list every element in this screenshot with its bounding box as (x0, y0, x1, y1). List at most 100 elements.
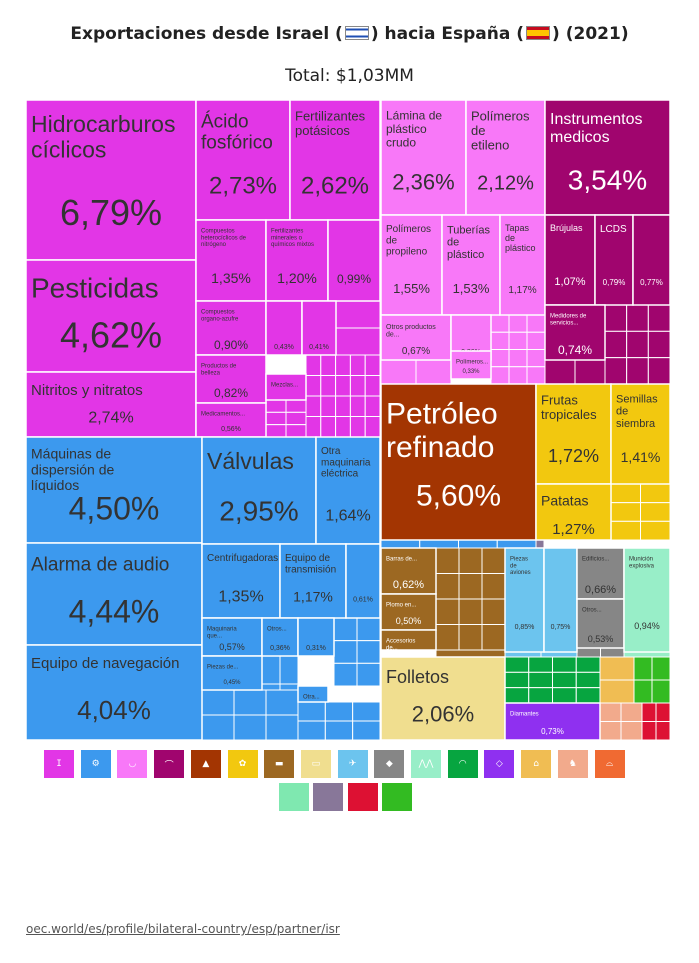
source-link[interactable]: oec.world/es/profile/bilateral-country/e… (26, 922, 340, 936)
treemap-minor-cell[interactable] (324, 701, 354, 722)
treemap-minor-cell[interactable] (640, 520, 671, 541)
treemap-minor-cell[interactable] (349, 375, 366, 397)
treemap-cell[interactable] (594, 214, 634, 306)
treemap-cell[interactable] (380, 314, 452, 361)
treemap-minor-cell[interactable] (651, 679, 671, 704)
treemap-minor-cell[interactable] (633, 656, 653, 681)
treemap-cell[interactable] (610, 383, 671, 485)
treemap-minor-cell[interactable] (640, 483, 671, 504)
treemap-minor-cell[interactable] (655, 702, 671, 722)
treemap-minor-cell[interactable] (647, 304, 671, 332)
legend-chip-mach[interactable]: ⚙ (80, 750, 111, 778)
treemap-cell[interactable] (195, 300, 267, 356)
treemap-minor-cell[interactable] (647, 330, 671, 359)
treemap-cell[interactable] (201, 617, 263, 657)
treemap-minor-cell[interactable] (641, 702, 657, 722)
treemap-minor-cell[interactable] (490, 366, 510, 385)
treemap-minor-cell[interactable] (620, 702, 643, 722)
treemap-minor-cell[interactable] (600, 647, 625, 658)
treemap-minor-cell[interactable] (320, 395, 337, 417)
treemap-cell[interactable] (315, 436, 381, 545)
legend-chip-chem[interactable]: ⵊ (44, 750, 74, 778)
treemap-cell[interactable] (25, 371, 197, 438)
treemap-cell[interactable] (297, 685, 329, 703)
treemap-cell[interactable] (345, 543, 381, 619)
legend-chip-c19[interactable] (347, 783, 378, 811)
treemap-minor-cell[interactable] (305, 354, 322, 376)
treemap-minor-cell[interactable] (641, 721, 657, 741)
treemap-minor-cell[interactable] (297, 701, 326, 722)
treemap-minor-cell[interactable] (279, 655, 299, 685)
treemap-minor-cell[interactable] (490, 314, 510, 333)
legend-chip-c17[interactable] (279, 783, 309, 811)
treemap-minor-cell[interactable] (535, 539, 545, 549)
treemap-minor-cell[interactable] (504, 656, 530, 673)
treemap-minor-cell[interactable] (458, 624, 483, 651)
treemap-cell[interactable] (535, 483, 612, 541)
treemap-minor-cell[interactable] (349, 395, 366, 417)
treemap-cell[interactable] (265, 373, 307, 401)
treemap-cell[interactable] (25, 542, 203, 646)
treemap-cell[interactable] (380, 629, 437, 651)
treemap-minor-cell[interactable] (526, 314, 546, 333)
treemap-minor-cell[interactable] (481, 573, 506, 600)
treemap-minor-cell[interactable] (356, 617, 381, 642)
treemap-cell[interactable] (543, 547, 578, 653)
treemap-minor-cell[interactable] (633, 679, 653, 704)
legend-chip-metal[interactable]: ▬ (264, 750, 295, 778)
treemap-minor-cell[interactable] (651, 656, 671, 681)
treemap-minor-cell[interactable] (458, 573, 483, 600)
treemap-minor-cell[interactable] (335, 300, 381, 329)
legend-chip-veg[interactable]: ✿ (227, 750, 258, 778)
treemap-minor-cell[interactable] (324, 720, 354, 741)
treemap-cell[interactable] (465, 99, 546, 216)
treemap-minor-cell[interactable] (508, 314, 528, 333)
legend-chip-textile[interactable]: ◠ (447, 750, 478, 778)
treemap-minor-cell[interactable] (496, 539, 537, 549)
treemap-minor-cell[interactable] (528, 687, 553, 704)
treemap-cell[interactable] (380, 593, 437, 631)
treemap-minor-cell[interactable] (435, 598, 460, 625)
treemap-minor-cell[interactable] (352, 701, 381, 722)
legend-chip-transport[interactable]: ✈ (337, 750, 368, 778)
treemap-minor-cell[interactable] (604, 304, 628, 332)
treemap-cell[interactable] (301, 300, 337, 356)
treemap-minor-cell[interactable] (458, 539, 498, 549)
legend-chip-paper[interactable]: ▭ (300, 750, 331, 778)
legend-chip-animal[interactable]: ♞ (557, 750, 588, 778)
treemap-minor-cell[interactable] (435, 547, 460, 574)
treemap-minor-cell[interactable] (610, 520, 641, 541)
treemap-minor-cell[interactable] (620, 721, 643, 741)
treemap-cell[interactable] (327, 219, 381, 302)
treemap-minor-cell[interactable] (574, 359, 606, 385)
treemap-minor-cell[interactable] (265, 411, 287, 426)
treemap-minor-cell[interactable] (335, 354, 351, 376)
treemap-minor-cell[interactable] (285, 424, 307, 438)
treemap-minor-cell[interactable] (305, 375, 322, 397)
treemap-cell[interactable] (380, 214, 443, 316)
treemap-minor-cell[interactable] (599, 702, 622, 722)
treemap-minor-cell[interactable] (610, 483, 641, 504)
treemap-cell[interactable] (25, 99, 197, 261)
treemap-minor-cell[interactable] (265, 689, 299, 716)
treemap-cell[interactable] (380, 656, 506, 741)
treemap-minor-cell[interactable] (415, 359, 452, 385)
treemap-cell[interactable] (195, 219, 267, 302)
legend-chip-c20[interactable] (381, 783, 412, 811)
treemap-cell[interactable] (25, 259, 197, 373)
treemap-minor-cell[interactable] (285, 411, 307, 426)
treemap-minor-cell[interactable] (655, 721, 671, 741)
legend-chip-jewel[interactable]: ◇ (484, 750, 515, 778)
treemap-minor-cell[interactable] (380, 359, 417, 385)
legend-chip-instr[interactable]: ⌒ (154, 750, 185, 778)
treemap-minor-cell[interactable] (320, 354, 337, 376)
treemap-minor-cell[interactable] (265, 714, 299, 741)
treemap-cell[interactable] (201, 543, 281, 619)
treemap-minor-cell[interactable] (599, 679, 635, 704)
treemap-minor-cell[interactable] (508, 366, 528, 385)
treemap-cell[interactable] (297, 617, 335, 657)
treemap-minor-cell[interactable] (575, 656, 601, 673)
treemap-minor-cell[interactable] (544, 359, 576, 385)
treemap-minor-cell[interactable] (261, 655, 281, 685)
treemap-minor-cell[interactable] (335, 327, 381, 356)
